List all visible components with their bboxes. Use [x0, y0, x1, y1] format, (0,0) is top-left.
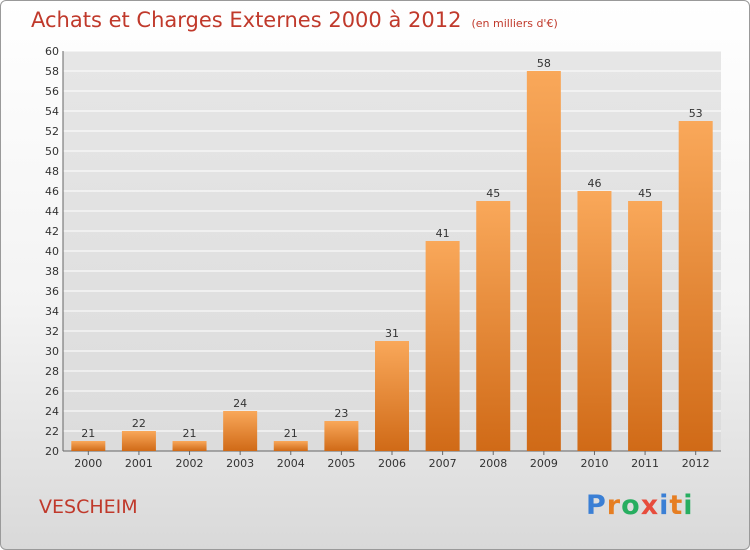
- x-tick-label: 2007: [429, 457, 457, 470]
- bar: [324, 421, 359, 451]
- logo-letter: r: [606, 490, 622, 521]
- chart-unit: (en milliers d'€): [471, 17, 558, 30]
- x-tick-label: 2011: [631, 457, 659, 470]
- data-label: 31: [385, 327, 399, 340]
- bar: [172, 441, 207, 451]
- bar: [273, 441, 308, 451]
- data-label: 46: [587, 177, 601, 190]
- logo-letter: i: [659, 490, 670, 521]
- y-tick-label: 58: [45, 65, 59, 78]
- logo-letter: o: [621, 490, 641, 521]
- logo-letter: i: [683, 490, 694, 521]
- y-tick-label: 40: [45, 245, 59, 258]
- bar: [375, 341, 409, 451]
- y-tick-label: 56: [45, 85, 59, 98]
- y-tick-label: 20: [45, 445, 59, 458]
- y-tick-label: 26: [45, 385, 59, 398]
- bar: [526, 71, 561, 451]
- x-tick-label: 2010: [580, 457, 608, 470]
- x-tick-label: 2012: [682, 457, 710, 470]
- data-label: 58: [537, 57, 551, 70]
- x-tick-label: 2009: [530, 457, 558, 470]
- bar: [678, 121, 713, 451]
- y-tick-label: 24: [45, 405, 59, 418]
- data-label: 21: [81, 427, 95, 440]
- y-tick-label: 36: [45, 285, 59, 298]
- y-tick-label: 30: [45, 345, 59, 358]
- bar: [121, 431, 156, 451]
- data-label: 24: [233, 397, 247, 410]
- data-label: 45: [486, 187, 500, 200]
- data-label: 41: [436, 227, 450, 240]
- y-tick-label: 38: [45, 265, 59, 278]
- bar: [223, 411, 258, 451]
- x-tick-label: 2006: [378, 457, 406, 470]
- x-tick-label: 2003: [226, 457, 254, 470]
- x-tick-label: 2004: [277, 457, 305, 470]
- data-label: 23: [334, 407, 348, 420]
- y-tick-label: 34: [45, 305, 59, 318]
- x-tick-label: 2000: [74, 457, 102, 470]
- y-tick-label: 28: [45, 365, 59, 378]
- y-tick-label: 32: [45, 325, 59, 338]
- commune-name: VESCHEIM: [39, 496, 138, 518]
- chart-title: Achats et Charges Externes 2000 à 2012 (e…: [31, 8, 558, 32]
- y-tick-label: 42: [45, 225, 59, 238]
- y-tick-label: 54: [45, 105, 59, 118]
- logo-letter: x: [640, 490, 660, 521]
- bar: [425, 241, 460, 451]
- y-tick-label: 52: [45, 125, 59, 138]
- x-tick-label: 2001: [125, 457, 153, 470]
- data-label: 45: [638, 187, 652, 200]
- y-tick-label: 44: [45, 205, 59, 218]
- x-tick-label: 2002: [176, 457, 204, 470]
- data-label: 21: [183, 427, 197, 440]
- y-tick-label: 50: [45, 145, 59, 158]
- data-label: 53: [689, 107, 703, 120]
- chart-title-text: Achats et Charges Externes 2000 à 2012: [31, 8, 462, 32]
- x-tick-label: 2005: [327, 457, 355, 470]
- data-label: 22: [132, 417, 146, 430]
- x-tick-label: 2008: [479, 457, 507, 470]
- y-tick-label: 46: [45, 185, 59, 198]
- bar: [476, 201, 511, 451]
- data-label: 21: [284, 427, 298, 440]
- y-tick-label: 48: [45, 165, 59, 178]
- y-tick-label: 22: [45, 425, 59, 438]
- proxiti-logo: Proxiti: [586, 490, 694, 521]
- logo-letter: P: [586, 490, 607, 521]
- bar: [577, 191, 612, 451]
- logo-letter: t: [669, 490, 684, 521]
- y-tick-label: 60: [45, 45, 59, 58]
- bar: [71, 441, 106, 451]
- bar: [628, 201, 663, 451]
